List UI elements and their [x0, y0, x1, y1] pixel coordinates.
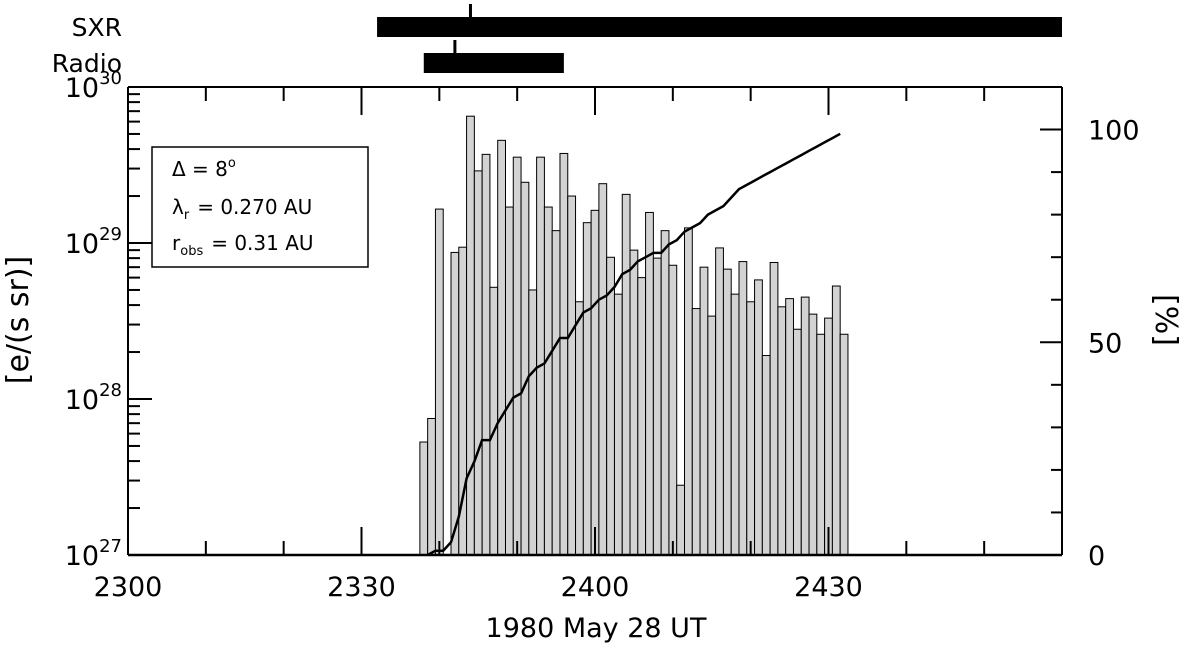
y-right-tick-label: 100 — [1088, 116, 1140, 147]
histogram-bar — [808, 313, 818, 556]
histogram-bar — [582, 222, 592, 556]
legend-box — [151, 146, 369, 268]
x-tick-label: 2300 — [94, 572, 163, 603]
histogram-bar — [559, 152, 569, 556]
x-axis-label: 1980 May 28 UT — [486, 613, 707, 644]
histogram-bar — [613, 293, 623, 556]
histogram-bar — [699, 266, 709, 556]
electron-histogram-bars — [419, 115, 849, 556]
histogram-bar — [536, 156, 545, 556]
histogram-bar — [590, 209, 600, 556]
histogram-bar — [792, 328, 802, 556]
histogram-bar — [816, 333, 826, 556]
histogram-bar — [489, 286, 499, 556]
plot-axes: 2300 2330 2400 2430 1027 1028 1029 1030 0 50 100 — [65, 68, 1140, 603]
histogram-bar — [746, 301, 756, 556]
histogram-bar — [434, 208, 444, 556]
histogram-bar — [637, 277, 647, 556]
histogram-bar — [754, 279, 763, 556]
histogram-bar — [722, 268, 732, 556]
y-axis-right-label: [%] — [1148, 294, 1179, 346]
histogram-bar — [543, 206, 553, 556]
histogram-bar — [450, 251, 460, 556]
histogram-bar — [831, 285, 841, 556]
histogram-bar — [660, 230, 670, 556]
y-right-tick-label: 50 — [1088, 328, 1122, 359]
histogram-bar — [738, 261, 748, 556]
legend-lambda: λr = 0.270 AU — [172, 195, 312, 223]
timing-bar — [423, 53, 564, 73]
histogram-bar — [473, 170, 483, 556]
histogram-bar — [668, 264, 678, 556]
histogram-bar — [497, 139, 506, 556]
y-left-tick-label: 1030 — [65, 68, 122, 104]
histogram-bar — [824, 317, 833, 556]
y-right-tick-label: 0 — [1088, 541, 1105, 572]
parameter-legend: Δ = 8o λr = 0.270 AU robs = 0.31 AU — [151, 146, 369, 268]
timing-bar-label: Radio — [52, 49, 122, 78]
histogram-bar — [652, 257, 662, 556]
histogram-bar — [800, 296, 810, 556]
histogram-bar — [777, 306, 787, 556]
x-tick-label: 2430 — [794, 572, 863, 603]
histogram-bar — [621, 193, 631, 556]
histogram-bar — [427, 417, 436, 556]
histogram-bar — [785, 298, 794, 556]
histogram-bar — [567, 195, 577, 556]
histogram-bar — [504, 206, 514, 556]
histogram-bar — [684, 227, 693, 556]
histogram-bar — [769, 261, 779, 556]
legend-r-obs: robs = 0.31 AU — [172, 231, 314, 259]
histogram-bar — [419, 441, 429, 556]
histogram-bar — [520, 181, 530, 556]
histogram-bar — [512, 156, 522, 556]
histogram-bar — [707, 315, 717, 556]
y-left-tick-label: 1028 — [65, 380, 122, 416]
y-left-tick-label: 1029 — [65, 224, 122, 260]
timing-bar-label: SXR — [72, 13, 122, 42]
cumulative-percent-line — [427, 132, 841, 557]
legend-delta: Δ = 8o — [172, 156, 236, 181]
histogram-bar — [715, 247, 724, 556]
x-tick-label: 2330 — [327, 572, 396, 603]
histogram-bar — [839, 333, 849, 556]
timing-bars-panel: SXR Radio — [52, 4, 1063, 78]
histogram-bar — [730, 293, 740, 556]
histogram-bar — [575, 301, 584, 556]
histogram-bar — [466, 115, 475, 556]
histogram-bar — [629, 249, 639, 556]
histogram-bar — [606, 256, 615, 556]
histogram-bar — [691, 308, 701, 556]
cumulative-percent-curve-layer — [427, 132, 841, 557]
histogram-bar — [551, 230, 561, 556]
y-axis-left-label: [e/(s sr)] — [1, 256, 36, 385]
histogram-bar — [528, 289, 538, 556]
x-tick-label: 2400 — [561, 572, 630, 603]
y-left-tick-label: 1027 — [65, 536, 122, 572]
timing-bar — [377, 17, 1063, 37]
histogram-bar — [481, 153, 491, 556]
histogram-bar — [645, 211, 654, 556]
histogram-bar — [598, 183, 608, 556]
histogram-bar — [761, 355, 771, 556]
histogram-bar — [676, 484, 686, 556]
